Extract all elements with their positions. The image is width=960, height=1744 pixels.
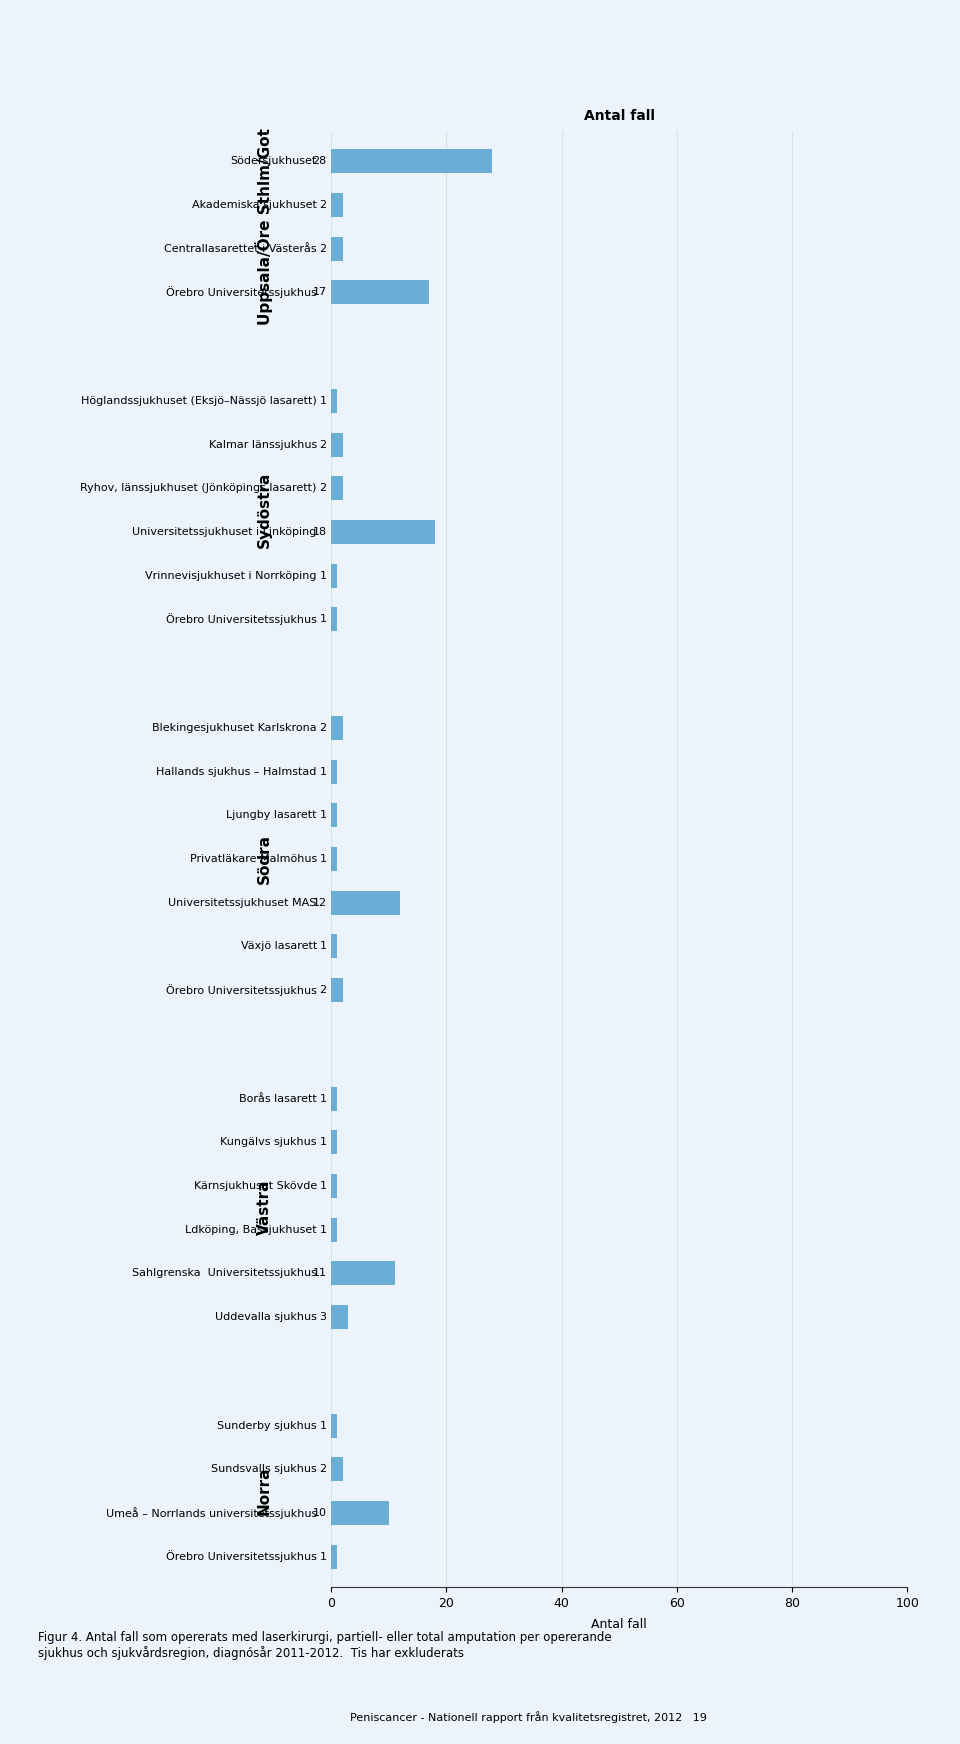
Text: Borås lasarett: Borås lasarett xyxy=(239,1093,317,1104)
Text: 1: 1 xyxy=(320,1552,326,1561)
Text: 12: 12 xyxy=(312,898,326,907)
Text: Örebro Universitetssjukhus: Örebro Universitetssjukhus xyxy=(166,614,317,624)
Text: 2: 2 xyxy=(320,985,326,994)
Bar xyxy=(331,1087,337,1111)
X-axis label: Antal fall: Antal fall xyxy=(591,1618,647,1631)
Text: Sundsvalls sjukhus: Sundsvalls sjukhus xyxy=(211,1465,317,1474)
Bar xyxy=(331,520,435,544)
Text: 3: 3 xyxy=(320,1311,326,1322)
Bar xyxy=(331,1217,337,1242)
Bar xyxy=(331,760,337,783)
Bar xyxy=(331,476,343,501)
Text: Sahlgrenska  Universitetssjukhus: Sahlgrenska Universitetssjukhus xyxy=(132,1268,317,1278)
Text: Privatläkare Malmöhus: Privatläkare Malmöhus xyxy=(189,855,317,863)
Bar xyxy=(331,433,343,457)
Text: Uppsala/Öre Sthlm/Got: Uppsala/Öre Sthlm/Got xyxy=(255,129,273,324)
Text: Växjö lasarett: Växjö lasarett xyxy=(241,942,317,950)
Text: 28: 28 xyxy=(312,157,326,166)
Text: Universitetssjukhuset i Linköping: Universitetssjukhuset i Linköping xyxy=(132,527,317,537)
Text: 2: 2 xyxy=(320,1465,326,1474)
Text: Umeå – Norrlands universitetssjukhus: Umeå – Norrlands universitetssjukhus xyxy=(106,1507,317,1519)
Text: 1: 1 xyxy=(320,811,326,820)
Text: 10: 10 xyxy=(313,1509,326,1517)
Text: Kungälvs sjukhus: Kungälvs sjukhus xyxy=(220,1137,317,1148)
Bar xyxy=(331,1261,395,1285)
Text: Figur 4. Antal fall som opererats med laserkirurgi, partiell- eller total amputa: Figur 4. Antal fall som opererats med la… xyxy=(38,1631,612,1660)
Text: Ljungby lasarett: Ljungby lasarett xyxy=(227,811,317,820)
Bar xyxy=(331,281,429,303)
Text: 1: 1 xyxy=(320,855,326,863)
Text: 17: 17 xyxy=(312,288,326,296)
Text: 11: 11 xyxy=(313,1268,326,1278)
Text: 1: 1 xyxy=(320,767,326,776)
Text: Södra: Södra xyxy=(256,834,272,884)
Text: Västra: Västra xyxy=(256,1181,272,1235)
Text: 2: 2 xyxy=(320,201,326,209)
Text: Universitetssjukhuset MAS: Universitetssjukhuset MAS xyxy=(168,898,317,907)
Text: 1: 1 xyxy=(320,614,326,624)
Bar xyxy=(331,804,337,827)
Text: Vrinnevisjukhuset i Norrköping: Vrinnevisjukhuset i Norrköping xyxy=(145,570,317,581)
Text: Sydöstra: Sydöstra xyxy=(256,473,272,548)
Text: 1: 1 xyxy=(320,396,326,406)
Bar xyxy=(331,237,343,260)
Bar xyxy=(331,563,337,588)
Text: Kalmar länssjukhus: Kalmar länssjukhus xyxy=(208,439,317,450)
Text: 1: 1 xyxy=(320,1224,326,1235)
Text: Hallands sjukhus – Halmstad: Hallands sjukhus – Halmstad xyxy=(156,767,317,776)
Bar xyxy=(331,891,400,914)
Bar xyxy=(331,607,337,631)
Text: Norra: Norra xyxy=(256,1467,272,1516)
Bar xyxy=(331,1305,348,1329)
Bar xyxy=(331,1502,389,1524)
Text: 2: 2 xyxy=(320,439,326,450)
Bar xyxy=(331,1414,337,1437)
Text: Örebro Universitetssjukhus: Örebro Universitetssjukhus xyxy=(166,984,317,996)
Text: 1: 1 xyxy=(320,942,326,950)
Bar xyxy=(331,150,492,173)
Bar xyxy=(331,194,343,216)
Bar xyxy=(331,1458,343,1481)
Text: Akademiska sjukhuset: Akademiska sjukhuset xyxy=(192,201,317,209)
Text: 2: 2 xyxy=(320,724,326,732)
Text: Centrallasarettet i Västerås: Centrallasarettet i Västerås xyxy=(164,244,317,253)
Bar xyxy=(331,717,343,739)
Text: 1: 1 xyxy=(320,1137,326,1148)
Bar xyxy=(331,935,337,957)
Text: 2: 2 xyxy=(320,483,326,494)
Text: Södersjukhuset: Södersjukhuset xyxy=(230,157,317,166)
Text: 1: 1 xyxy=(320,1181,326,1191)
Text: Uddevalla sjukhus: Uddevalla sjukhus xyxy=(215,1311,317,1322)
Text: Peniscancer - Nationell rapport från kvalitetsregistret, 2012   19: Peniscancer - Nationell rapport från kva… xyxy=(349,1711,707,1723)
Bar xyxy=(331,1174,337,1198)
Text: Örebro Universitetssjukhus: Örebro Universitetssjukhus xyxy=(166,1550,317,1563)
Text: Ryhov, länssjukhuset (Jönköpings lasarett): Ryhov, länssjukhuset (Jönköpings lasaret… xyxy=(81,483,317,494)
Bar xyxy=(331,1130,337,1155)
Text: 1: 1 xyxy=(320,1421,326,1430)
Text: Ldköping, Bassjukhuset: Ldköping, Bassjukhuset xyxy=(185,1224,317,1235)
Text: Örebro Universitetssjukhus: Örebro Universitetssjukhus xyxy=(166,286,317,298)
Text: 18: 18 xyxy=(312,527,326,537)
Text: 2: 2 xyxy=(320,244,326,253)
Text: Sunderby sjukhus: Sunderby sjukhus xyxy=(217,1421,317,1430)
Text: Blekingesjukhuset Karlskrona: Blekingesjukhuset Karlskrona xyxy=(153,724,317,732)
Text: Höglandssjukhuset (Eksjö–Nässjö lasarett): Höglandssjukhuset (Eksjö–Nässjö lasarett… xyxy=(81,396,317,406)
Bar xyxy=(331,848,337,870)
Bar xyxy=(331,978,343,1001)
Title: Antal fall: Antal fall xyxy=(584,108,655,122)
Text: 1: 1 xyxy=(320,570,326,581)
Text: 1: 1 xyxy=(320,1093,326,1104)
Bar xyxy=(331,389,337,413)
Text: Kärnsjukhuset Skövde: Kärnsjukhuset Skövde xyxy=(194,1181,317,1191)
Bar xyxy=(331,1545,337,1568)
